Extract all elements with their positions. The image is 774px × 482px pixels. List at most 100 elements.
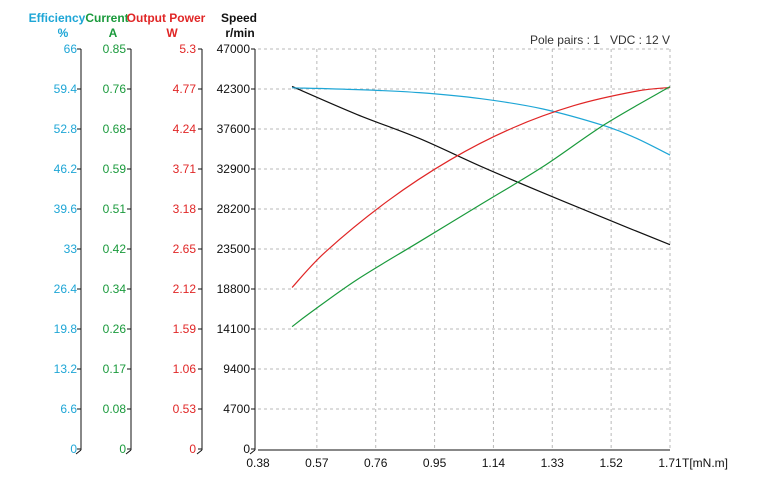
y-tick-label-speed: 47000 <box>217 42 251 56</box>
data-point-current <box>542 166 543 167</box>
y-axis-hook-speed <box>249 449 256 455</box>
y-tick-label-efficiency: 59.4 <box>54 82 78 96</box>
data-point-efficiency <box>291 87 292 88</box>
y-tick-label-current: 0.34 <box>103 282 127 296</box>
y-axis-unit-speed: r/min <box>225 26 254 40</box>
y-tick-label-speed: 28200 <box>217 202 251 216</box>
data-point-speed <box>291 86 292 87</box>
y-tick-label-speed: 37600 <box>217 122 251 136</box>
y-tick-label-current: 0.08 <box>103 402 127 416</box>
y-tick-label-power: 0 <box>189 442 196 456</box>
data-point-speed <box>669 244 670 245</box>
data-point-power <box>511 128 512 129</box>
y-tick-label-current: 0.68 <box>103 122 127 136</box>
y-tick-label-current: 0.51 <box>103 202 127 216</box>
y-tick-label-current: 0.17 <box>103 362 127 376</box>
y-tick-label-speed: 4700 <box>223 402 250 416</box>
y-tick-label-power: 3.18 <box>173 202 197 216</box>
data-point-speed <box>542 192 543 193</box>
data-point-efficiency <box>480 98 481 99</box>
y-tick-label-efficiency: 46.2 <box>54 162 78 176</box>
x-tick-label: 0.57 <box>305 456 329 470</box>
data-point-efficiency <box>669 154 670 155</box>
data-point-speed <box>418 138 419 139</box>
data-point-efficiency <box>635 137 636 138</box>
chart-annotation: Pole pairs : 1 VDC : 12 V <box>530 33 670 47</box>
data-point-efficiency <box>418 92 419 93</box>
data-point-current <box>357 279 358 280</box>
y-axis-hook-power <box>196 449 203 455</box>
data-point-current <box>418 241 419 242</box>
x-tick-label: 1.33 <box>541 456 565 470</box>
y-tick-label-efficiency: 66 <box>64 42 78 56</box>
y-tick-label-power: 2.12 <box>173 282 197 296</box>
y-tick-label-current: 0.59 <box>103 162 127 176</box>
data-point-power <box>291 287 292 288</box>
y-tick-label-efficiency: 13.2 <box>54 362 78 376</box>
y-tick-label-speed: 32900 <box>217 162 251 176</box>
y-axis-title-current: Current <box>85 11 128 25</box>
y-tick-label-power: 5.3 <box>179 42 196 56</box>
data-point-current <box>310 312 311 313</box>
y-axis-title-power: Output Power <box>127 11 206 25</box>
y-tick-label-speed: 42300 <box>217 82 251 96</box>
y-tick-label-power: 4.24 <box>173 122 197 136</box>
y-tick-label-speed: 9400 <box>223 362 250 376</box>
x-tick-label: 0.95 <box>423 456 447 470</box>
data-point-current <box>480 204 481 205</box>
y-tick-label-current: 0.76 <box>103 82 127 96</box>
data-point-current <box>604 124 605 125</box>
y-axis-title-speed: Speed <box>221 11 257 25</box>
y-tick-label-current: 0 <box>119 442 126 456</box>
y-tick-label-speed: 18800 <box>217 282 251 296</box>
x-tick-label: 0.76 <box>364 456 388 470</box>
y-tick-label-power: 4.77 <box>173 82 197 96</box>
x-tick-label: 0.38 <box>246 456 270 470</box>
data-point-efficiency <box>542 108 543 109</box>
data-point-efficiency <box>357 89 358 90</box>
y-axis-unit-current: A <box>109 26 118 40</box>
y-tick-label-power: 3.71 <box>173 162 197 176</box>
data-point-power <box>326 251 327 252</box>
y-tick-label-efficiency: 26.4 <box>54 282 78 296</box>
data-point-efficiency <box>604 125 605 126</box>
x-tick-label: 1.14 <box>482 456 506 470</box>
y-tick-label-efficiency: 6.6 <box>60 402 77 416</box>
series-line-power <box>291 86 671 288</box>
data-point-power <box>573 105 574 106</box>
series-line-efficiency <box>292 87 671 156</box>
data-point-current <box>291 326 292 327</box>
x-axis-label: T[mN.m] <box>682 456 728 470</box>
data-point-speed <box>357 114 358 115</box>
series-line-current <box>291 86 671 328</box>
data-point-power <box>388 200 389 201</box>
y-tick-label-efficiency: 33 <box>64 242 78 256</box>
y-tick-label-efficiency: 0 <box>70 442 77 456</box>
y-tick-label-current: 0.42 <box>103 242 127 256</box>
y-tick-label-current: 0.85 <box>103 42 127 56</box>
data-point-current <box>669 86 670 87</box>
y-tick-label-speed: 23500 <box>217 242 251 256</box>
y-axis-hook-current <box>125 449 132 455</box>
y-tick-label-power: 0.53 <box>173 402 197 416</box>
x-tick-label: 1.71 <box>658 456 682 470</box>
y-tick-label-speed: 0 <box>243 442 250 456</box>
y-axis-hook-efficiency <box>75 449 82 455</box>
y-tick-label-efficiency: 19.8 <box>54 322 78 336</box>
data-point-power <box>449 159 450 160</box>
x-tick-label: 1.52 <box>599 456 623 470</box>
y-tick-label-efficiency: 52.8 <box>54 122 78 136</box>
y-tick-label-power: 2.65 <box>173 242 197 256</box>
series-line-speed <box>291 85 671 246</box>
data-point-power <box>635 91 636 92</box>
y-axis-unit-power: W <box>166 26 178 40</box>
y-tick-label-speed: 14100 <box>217 322 251 336</box>
data-point-speed <box>604 218 605 219</box>
y-tick-label-efficiency: 39.6 <box>54 202 78 216</box>
y-axis-unit-efficiency: % <box>58 26 69 40</box>
data-point-speed <box>480 166 481 167</box>
y-tick-label-power: 1.59 <box>173 322 197 336</box>
y-axis-title-efficiency: Efficiency <box>29 11 86 25</box>
